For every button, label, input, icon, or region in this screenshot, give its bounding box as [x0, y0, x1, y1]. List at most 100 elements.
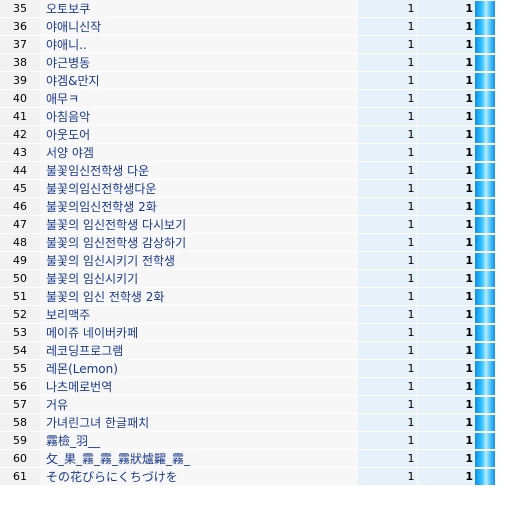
bar-cell: [475, 269, 495, 288]
spacer-cell: [495, 161, 508, 180]
bar-cell: [475, 413, 495, 432]
bar-cell: [475, 431, 495, 450]
keyword-link[interactable]: 오토보쿠: [40, 0, 358, 18]
bar-cell: [475, 233, 495, 252]
bar-cell: [475, 0, 495, 18]
bar-cell: [475, 161, 495, 180]
bar-cell: [475, 377, 495, 396]
keyword-link[interactable]: 아웃도어: [40, 125, 358, 144]
table-row: 41 아침음악 1 1: [0, 107, 508, 126]
table-row: 59 霧檢_羽__ 1 1: [0, 431, 508, 450]
keyword-link[interactable]: 불꽃의 임신시키기 전학생: [40, 251, 358, 270]
count-bar: [475, 378, 495, 395]
count-cell: 1: [358, 71, 418, 90]
bar-cell: [475, 467, 495, 486]
total-count-cell: 1: [417, 125, 475, 144]
bar-cell: [475, 35, 495, 54]
count-cell: 1: [358, 197, 418, 216]
count-cell: 1: [358, 251, 418, 270]
table-row: 39 야겜&만지 1 1: [0, 71, 508, 90]
spacer-cell: [495, 215, 508, 234]
keyword-link[interactable]: 불꽃임신전학생 다운: [40, 161, 358, 180]
keyword-link[interactable]: 불꽃의 임신전학생 감상하기: [40, 233, 358, 252]
count-cell: 1: [358, 233, 418, 252]
keyword-link[interactable]: 메이쥬 네이버카페: [40, 323, 358, 342]
bar-cell: [475, 107, 495, 126]
rank-cell: 37: [0, 35, 40, 54]
keyword-link[interactable]: 서양 야겜: [40, 143, 358, 162]
count-cell: 1: [358, 53, 418, 72]
count-cell: 1: [358, 143, 418, 162]
table-row: 45 불꽃의임신전학생다운 1 1: [0, 179, 508, 198]
total-count-cell: 1: [417, 161, 475, 180]
bar-cell: [475, 395, 495, 414]
table-row: 55 레몬(Lemon) 1 1: [0, 359, 508, 378]
keyword-link[interactable]: 나츠메로번역: [40, 377, 358, 396]
keyword-link[interactable]: 攵_果_霧_霧_霧狀爐糶_霧_: [40, 449, 358, 468]
spacer-cell: [495, 431, 508, 450]
keyword-link[interactable]: 보리맥주: [40, 305, 358, 324]
table-row: 61 その花びらにくちづけを 1 1: [0, 467, 508, 486]
spacer-cell: [495, 125, 508, 144]
spacer-cell: [495, 53, 508, 72]
keyword-link[interactable]: 야겜&만지: [40, 71, 358, 90]
keyword-link[interactable]: 아침음악: [40, 107, 358, 126]
keyword-link[interactable]: 야애니..: [40, 35, 358, 54]
keyword-link[interactable]: 불꽃의임신전학생다운: [40, 179, 358, 198]
rank-cell: 38: [0, 53, 40, 72]
spacer-cell: [495, 377, 508, 396]
count-cell: 1: [358, 17, 418, 36]
table-row: 51 불꽃의 임신 전학생 2화 1 1: [0, 287, 508, 306]
table-row: 58 가녀린그녀 한글패치 1 1: [0, 413, 508, 432]
total-count-cell: 1: [417, 323, 475, 342]
rank-cell: 56: [0, 377, 40, 396]
keyword-link[interactable]: 레코딩프로그램: [40, 341, 358, 360]
rank-cell: 36: [0, 17, 40, 36]
rank-cell: 42: [0, 125, 40, 144]
rank-cell: 39: [0, 71, 40, 90]
spacer-cell: [495, 71, 508, 90]
count-cell: 1: [358, 359, 418, 378]
keyword-link[interactable]: 불꽃의 임신전학생 다시보기: [40, 215, 358, 234]
keyword-link[interactable]: 불꽃의임신전학생 2화: [40, 197, 358, 216]
count-cell: 1: [358, 377, 418, 396]
rank-cell: 46: [0, 197, 40, 216]
bar-cell: [475, 53, 495, 72]
rank-cell: 35: [0, 0, 40, 18]
rank-cell: 49: [0, 251, 40, 270]
bar-cell: [475, 71, 495, 90]
keyword-link[interactable]: 야근병동: [40, 53, 358, 72]
keyword-link[interactable]: 가녀린그녀 한글패치: [40, 413, 358, 432]
total-count-cell: 1: [417, 341, 475, 360]
rank-cell: 61: [0, 467, 40, 486]
keyword-link[interactable]: 거유: [40, 395, 358, 414]
spacer-cell: [495, 449, 508, 468]
keyword-link[interactable]: その花びらにくちづけを: [40, 467, 358, 486]
count-bar: [475, 432, 495, 449]
count-bar: [475, 54, 495, 71]
spacer-cell: [495, 17, 508, 36]
count-cell: 1: [358, 107, 418, 126]
total-count-cell: 1: [417, 71, 475, 90]
count-cell: 1: [358, 287, 418, 306]
count-cell: 1: [358, 323, 418, 342]
total-count-cell: 1: [417, 35, 475, 54]
keyword-link[interactable]: 애무ㅋ: [40, 89, 358, 108]
rank-cell: 51: [0, 287, 40, 306]
keyword-link[interactable]: 불꽃의 임신 전학생 2화: [40, 287, 358, 306]
bar-cell: [475, 179, 495, 198]
total-count-cell: 1: [417, 431, 475, 450]
keyword-link[interactable]: 레몬(Lemon): [40, 359, 358, 378]
keyword-link[interactable]: 霧檢_羽__: [40, 431, 358, 450]
count-bar: [475, 18, 495, 35]
keyword-link[interactable]: 불꽃의 임신시키기: [40, 269, 358, 288]
total-count-cell: 1: [417, 107, 475, 126]
keyword-link[interactable]: 야애니신작: [40, 17, 358, 36]
count-cell: 1: [358, 467, 418, 486]
total-count-cell: 1: [417, 143, 475, 162]
total-count-cell: 1: [417, 305, 475, 324]
count-cell: 1: [358, 305, 418, 324]
count-bar: [475, 216, 495, 233]
bar-cell: [475, 359, 495, 378]
rank-cell: 40: [0, 89, 40, 108]
